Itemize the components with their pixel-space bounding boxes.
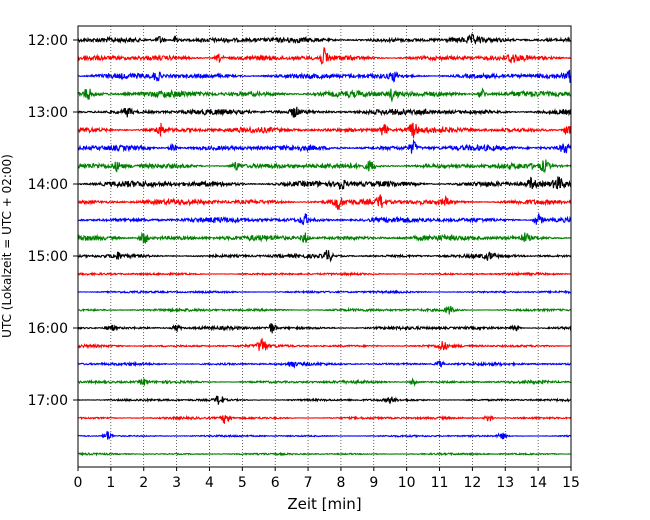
trace-1315 bbox=[77, 122, 572, 139]
x-tick-label-4: 4 bbox=[205, 475, 214, 491]
x-tick-label-15: 15 bbox=[562, 475, 580, 491]
y-tick-label-1500: 15:00 bbox=[28, 249, 68, 265]
trace-1215 bbox=[77, 47, 572, 66]
trace-1715 bbox=[77, 414, 572, 424]
x-tick-label-13: 13 bbox=[496, 475, 514, 491]
trace-1430 bbox=[77, 213, 572, 226]
y-tick-label-1700: 17:00 bbox=[28, 393, 68, 409]
trace-1745 bbox=[77, 451, 572, 457]
trace-1345 bbox=[77, 159, 572, 174]
trace-1630 bbox=[77, 360, 572, 369]
x-tick-label-12: 12 bbox=[463, 475, 481, 491]
trace-1445 bbox=[77, 231, 572, 244]
x-axis-label: Zeit [min] bbox=[287, 495, 361, 513]
y-tick-label-1600: 16:00 bbox=[28, 321, 68, 337]
trace-1545 bbox=[77, 305, 572, 315]
trace-1230 bbox=[77, 69, 572, 83]
x-tick-label-11: 11 bbox=[431, 475, 449, 491]
trace-1730 bbox=[77, 431, 572, 440]
x-tick-label-0: 0 bbox=[74, 475, 83, 491]
x-tick-label-5: 5 bbox=[238, 475, 247, 491]
trace-1645 bbox=[77, 377, 572, 387]
y-axis: 12:00 13:00 14:00 15:00 16:00 17:00 bbox=[28, 33, 78, 409]
trace-1245 bbox=[77, 87, 572, 103]
trace-1330 bbox=[77, 138, 572, 154]
y-axis-label: UTC (Lokalzeit = UTC + 02:00) bbox=[0, 154, 14, 338]
x-tick-label-3: 3 bbox=[172, 475, 181, 491]
y-tick-label-1300: 13:00 bbox=[28, 105, 68, 121]
x-tick-label-8: 8 bbox=[336, 475, 345, 491]
trace-1600 bbox=[77, 322, 572, 334]
trace-1500 bbox=[77, 249, 572, 263]
trace-1300 bbox=[77, 106, 572, 118]
trace-1415 bbox=[77, 194, 572, 210]
plot-frame bbox=[77, 25, 572, 468]
x-tick-label-2: 2 bbox=[139, 475, 148, 491]
x-tick-label-9: 9 bbox=[369, 475, 378, 491]
y-tick-label-1200: 12:00 bbox=[28, 33, 68, 49]
trace-1200 bbox=[77, 33, 572, 45]
trace-1615 bbox=[77, 338, 572, 351]
trace-1530 bbox=[77, 289, 572, 295]
x-tick-label-7: 7 bbox=[304, 475, 313, 491]
x-axis: 0 1 2 3 4 5 6 7 8 9 10 11 12 13 14 15 bbox=[74, 467, 580, 491]
y-tick-label-1400: 14:00 bbox=[28, 177, 68, 193]
trace-1515 bbox=[77, 270, 572, 278]
trace-1700 bbox=[77, 395, 572, 405]
x-tick-label-10: 10 bbox=[398, 475, 416, 491]
trace-1400 bbox=[77, 176, 572, 190]
x-tick-label-6: 6 bbox=[271, 475, 280, 491]
trace-group bbox=[77, 33, 572, 457]
x-tick-label-1: 1 bbox=[106, 475, 115, 491]
x-tick-label-14: 14 bbox=[529, 475, 547, 491]
